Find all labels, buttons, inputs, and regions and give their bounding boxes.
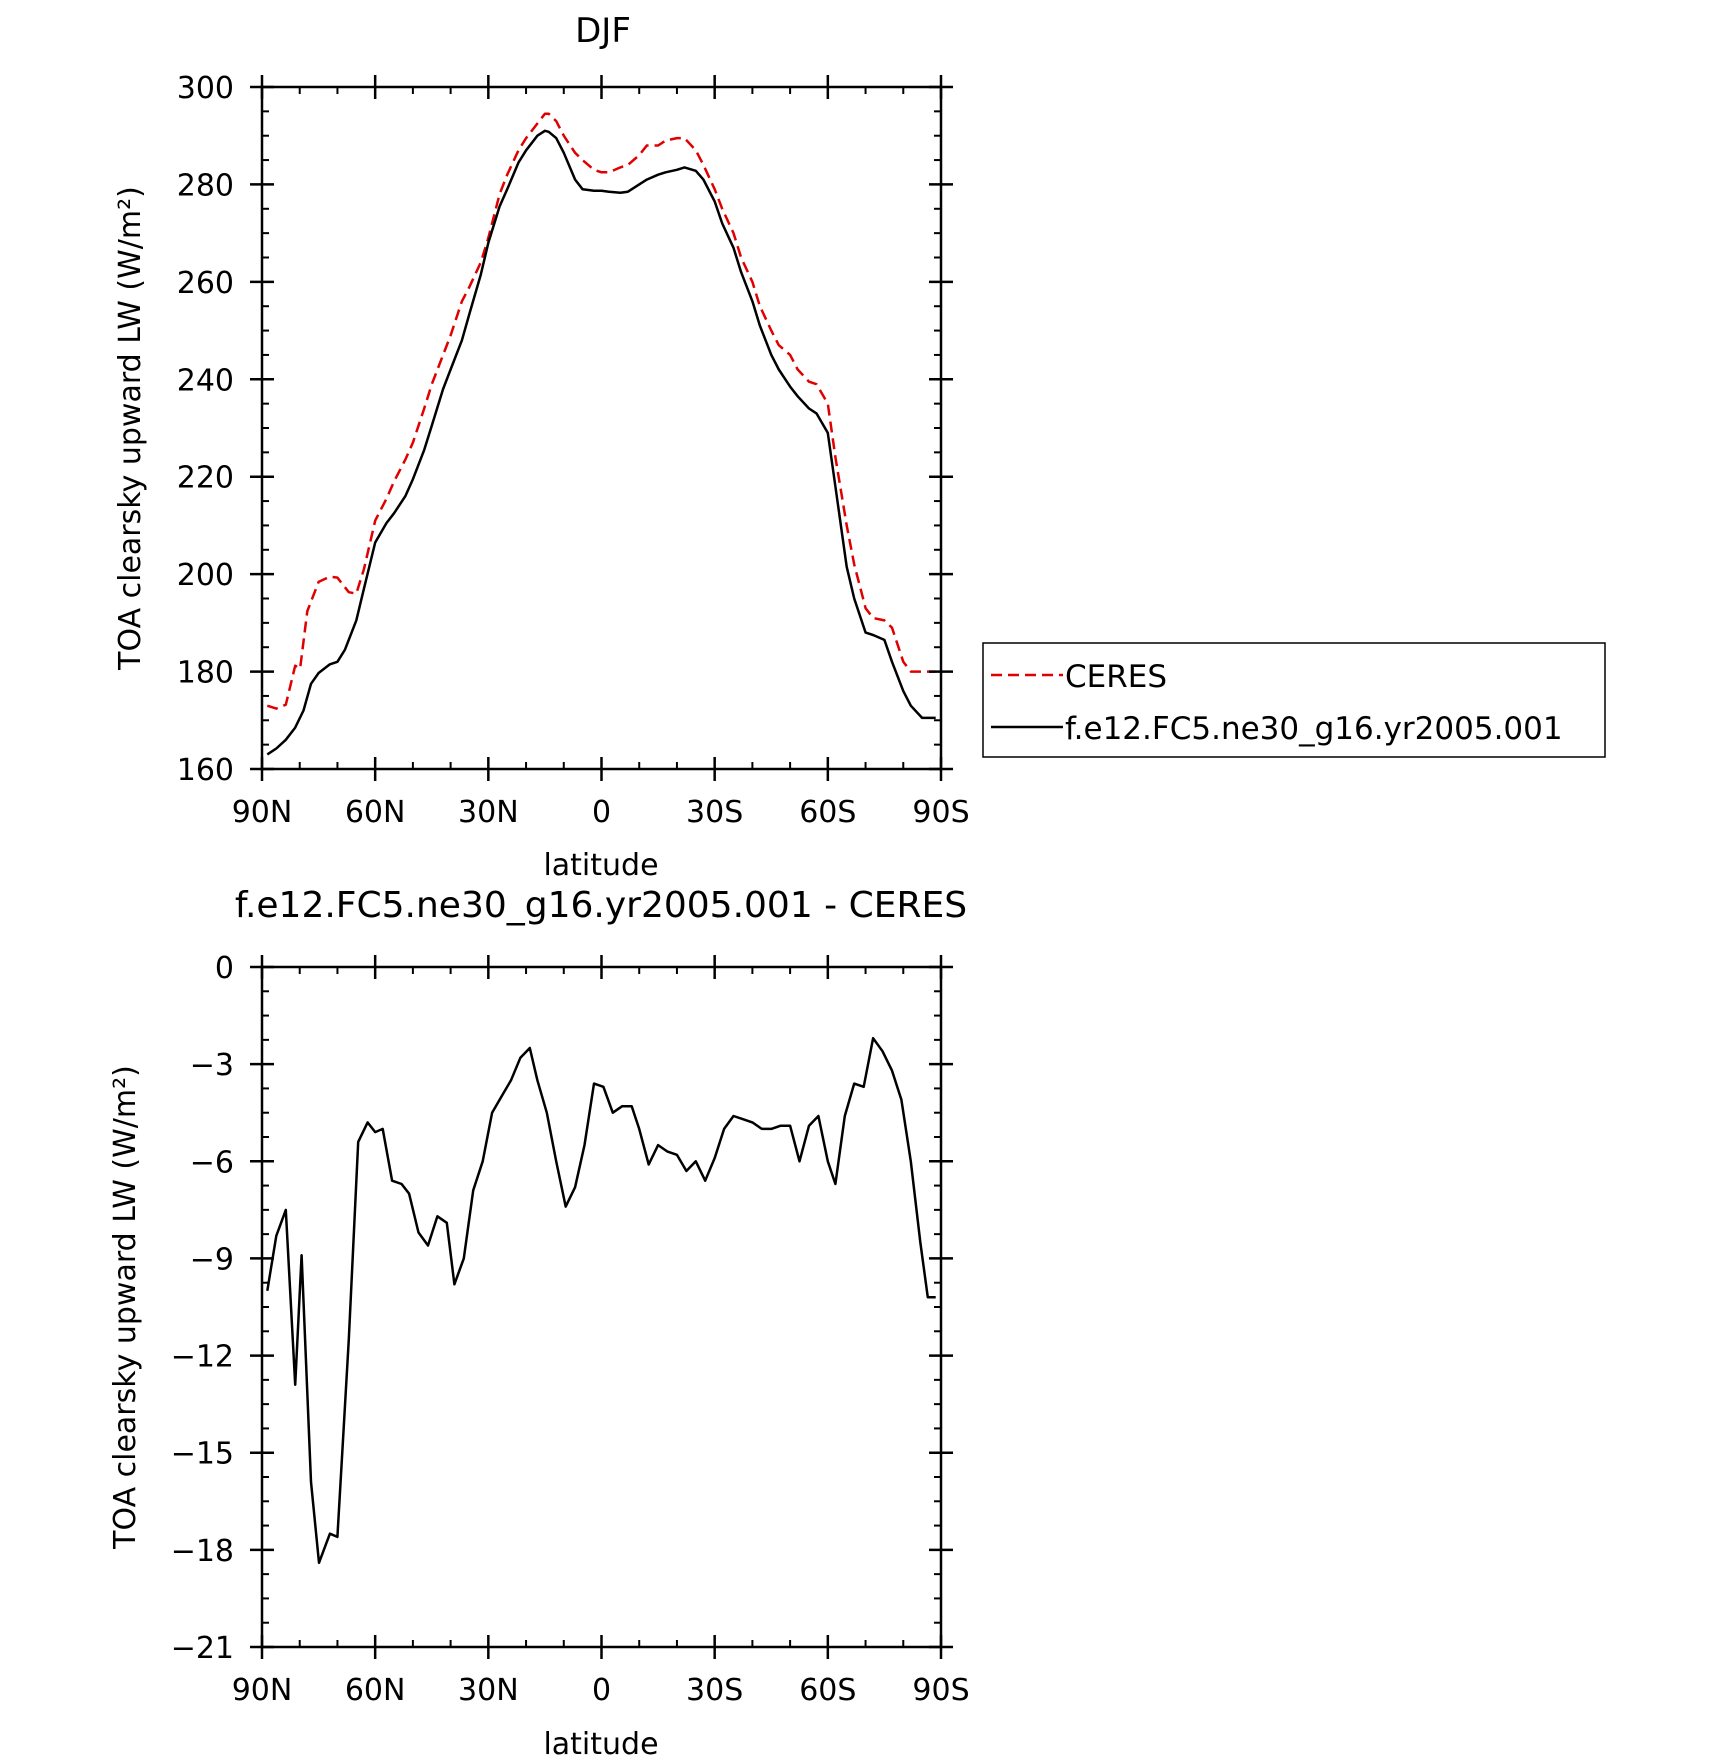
top-series-layer bbox=[266, 112, 936, 756]
legend-box bbox=[982, 642, 1606, 758]
top-x-axis-label: latitude bbox=[543, 848, 658, 883]
top-axes: 160 180 200 220 240 260 280 300 90N 60N 30N 0 30S 60S… bbox=[177, 71, 970, 830]
top-chart: DJF 160 180 200 220 240 260 280 300 90N 60N 30N 0 30… bbox=[113, 11, 1606, 883]
legend-label-model: f.e12.FC5.ne30_g16.yr2005.001 bbox=[1065, 711, 1563, 747]
top-series-line-1 bbox=[266, 112, 936, 710]
top-x-tick-label: 30S bbox=[686, 795, 743, 830]
bottom-chart-title: f.e12.FC5.ne30_g16.yr2005.001 - CERES bbox=[235, 885, 967, 926]
bottom-x-tick-label: 60N bbox=[345, 1673, 406, 1708]
top-y-tick-label: 280 bbox=[177, 168, 234, 203]
bottom-y-tick-label: 0 bbox=[215, 951, 234, 986]
bottom-series-line-1 bbox=[266, 1036, 936, 1565]
top-y-tick-label: 240 bbox=[177, 363, 234, 398]
top-y-tick-label: 160 bbox=[177, 753, 234, 788]
top-y-axis-label: TOA clearsky upward LW (W/m²) bbox=[113, 186, 148, 671]
bottom-plot-frame bbox=[260, 965, 943, 1649]
top-x-tick-label: 90S bbox=[912, 795, 969, 830]
top-chart-title: DJF bbox=[575, 11, 631, 51]
top-y-tick-label: 260 bbox=[177, 266, 234, 301]
top-y-tick-label: 220 bbox=[177, 461, 234, 496]
bottom-x-tick-label: 0 bbox=[592, 1673, 611, 1708]
bottom-chart: f.e12.FC5.ne30_g16.yr2005.001 - CERES −2… bbox=[108, 885, 970, 1762]
bottom-x-axis-label: latitude bbox=[543, 1727, 658, 1762]
bottom-y-axis-label: TOA clearsky upward LW (W/m²) bbox=[108, 1065, 143, 1550]
top-y-tick-label: 200 bbox=[177, 558, 234, 593]
bottom-x-tick-label: 90N bbox=[232, 1673, 293, 1708]
bottom-y-tick-label: −3 bbox=[190, 1048, 234, 1083]
bottom-y-tick-label: −15 bbox=[171, 1437, 234, 1472]
legend: CERES f.e12.FC5.ne30_g16.yr2005.001 bbox=[982, 642, 1606, 758]
bottom-series-layer bbox=[266, 1036, 936, 1565]
top-plot-frame bbox=[260, 85, 943, 771]
bottom-y-tick-label: −12 bbox=[171, 1340, 234, 1375]
bottom-axes: −21 −18 −15 −12 −9 −6 −3 0 90N 60N 30N 0 30S 60S 90S bbox=[171, 951, 970, 1708]
top-x-tick-label: 60S bbox=[799, 795, 856, 830]
bottom-y-tick-label: −21 bbox=[171, 1631, 234, 1666]
top-x-tick-label: 30N bbox=[458, 795, 519, 830]
bottom-x-tick-label: 90S bbox=[912, 1673, 969, 1708]
top-x-tick-label: 0 bbox=[592, 795, 611, 830]
bottom-y-tick-label: −18 bbox=[171, 1534, 234, 1569]
bottom-x-tick-label: 60S bbox=[799, 1673, 856, 1708]
bottom-x-tick-label: 30S bbox=[686, 1673, 743, 1708]
legend-label-ceres: CERES bbox=[1065, 659, 1167, 695]
bottom-y-tick-label: −9 bbox=[190, 1242, 234, 1277]
top-y-tick-label: 180 bbox=[177, 656, 234, 691]
bottom-y-tick-label: −6 bbox=[190, 1145, 234, 1180]
top-series-line-2 bbox=[266, 129, 936, 756]
top-y-tick-label: 300 bbox=[177, 71, 234, 106]
bottom-x-tick-label: 30N bbox=[458, 1673, 519, 1708]
top-x-tick-label: 60N bbox=[345, 795, 406, 830]
top-x-tick-label: 90N bbox=[232, 795, 293, 830]
